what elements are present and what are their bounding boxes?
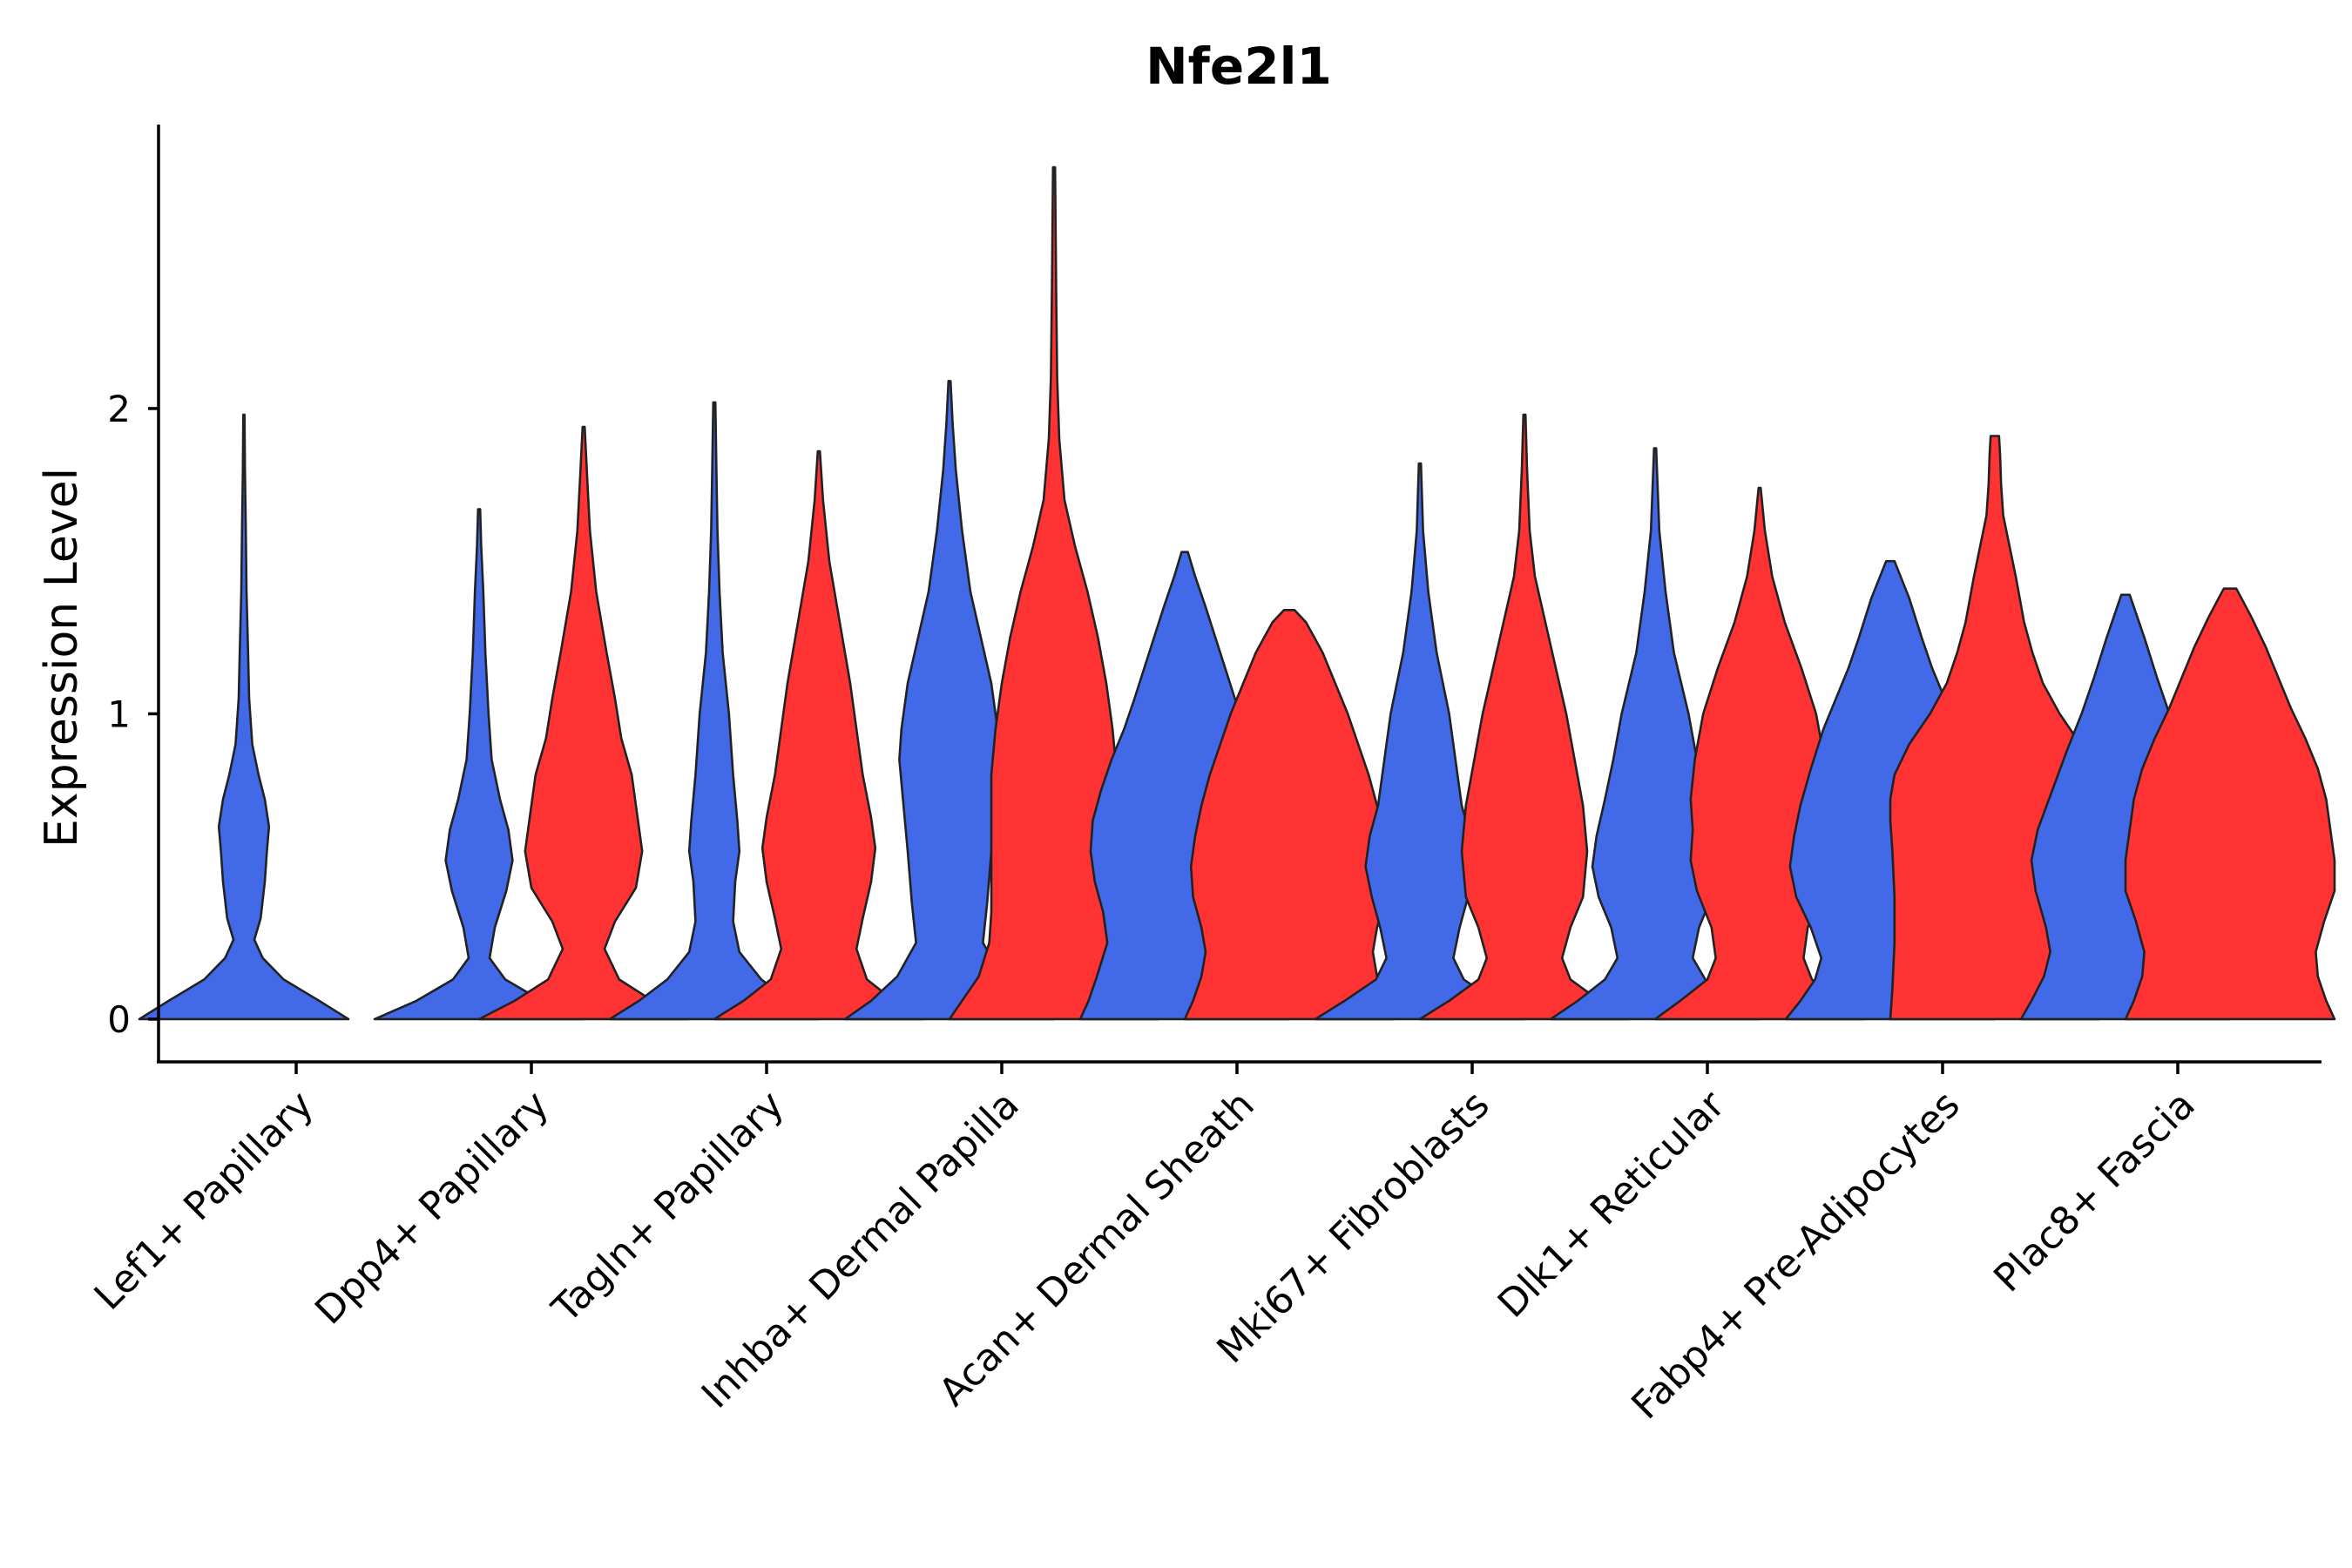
y-ticks: 0 1 2 — [107, 388, 159, 1041]
x-tick-label: Dpp4+ Papillary — [307, 1083, 558, 1334]
x-tick-label: Dlk1+ Reticular — [1490, 1082, 1734, 1327]
x-tick-label: Mki67+ Fibroblasts — [1208, 1083, 1497, 1372]
violin-blue-3 — [608, 401, 821, 1021]
violin-red-9 — [2124, 587, 2336, 1021]
violin-red-3 — [713, 449, 925, 1021]
chart-title: Nfe2l1 — [1146, 37, 1332, 96]
y-tick-label: 2 — [107, 388, 131, 430]
violin-red-6 — [1418, 413, 1631, 1021]
violin-blue-1 — [138, 413, 350, 1021]
x-tick-label: Tagln+ Papillary — [544, 1083, 793, 1332]
violin-red-2 — [477, 425, 690, 1021]
y-tick-label: 1 — [107, 693, 131, 735]
x-tick-label: Plac8+ Fascia — [1985, 1083, 2204, 1301]
violins-layer — [138, 166, 2336, 1021]
violin-blue-2 — [373, 508, 585, 1021]
y-axis-label: Expression Level — [36, 468, 88, 848]
y-tick-label: 0 — [107, 998, 131, 1041]
x-tick-label: Lef1+ Papillary — [86, 1083, 322, 1319]
